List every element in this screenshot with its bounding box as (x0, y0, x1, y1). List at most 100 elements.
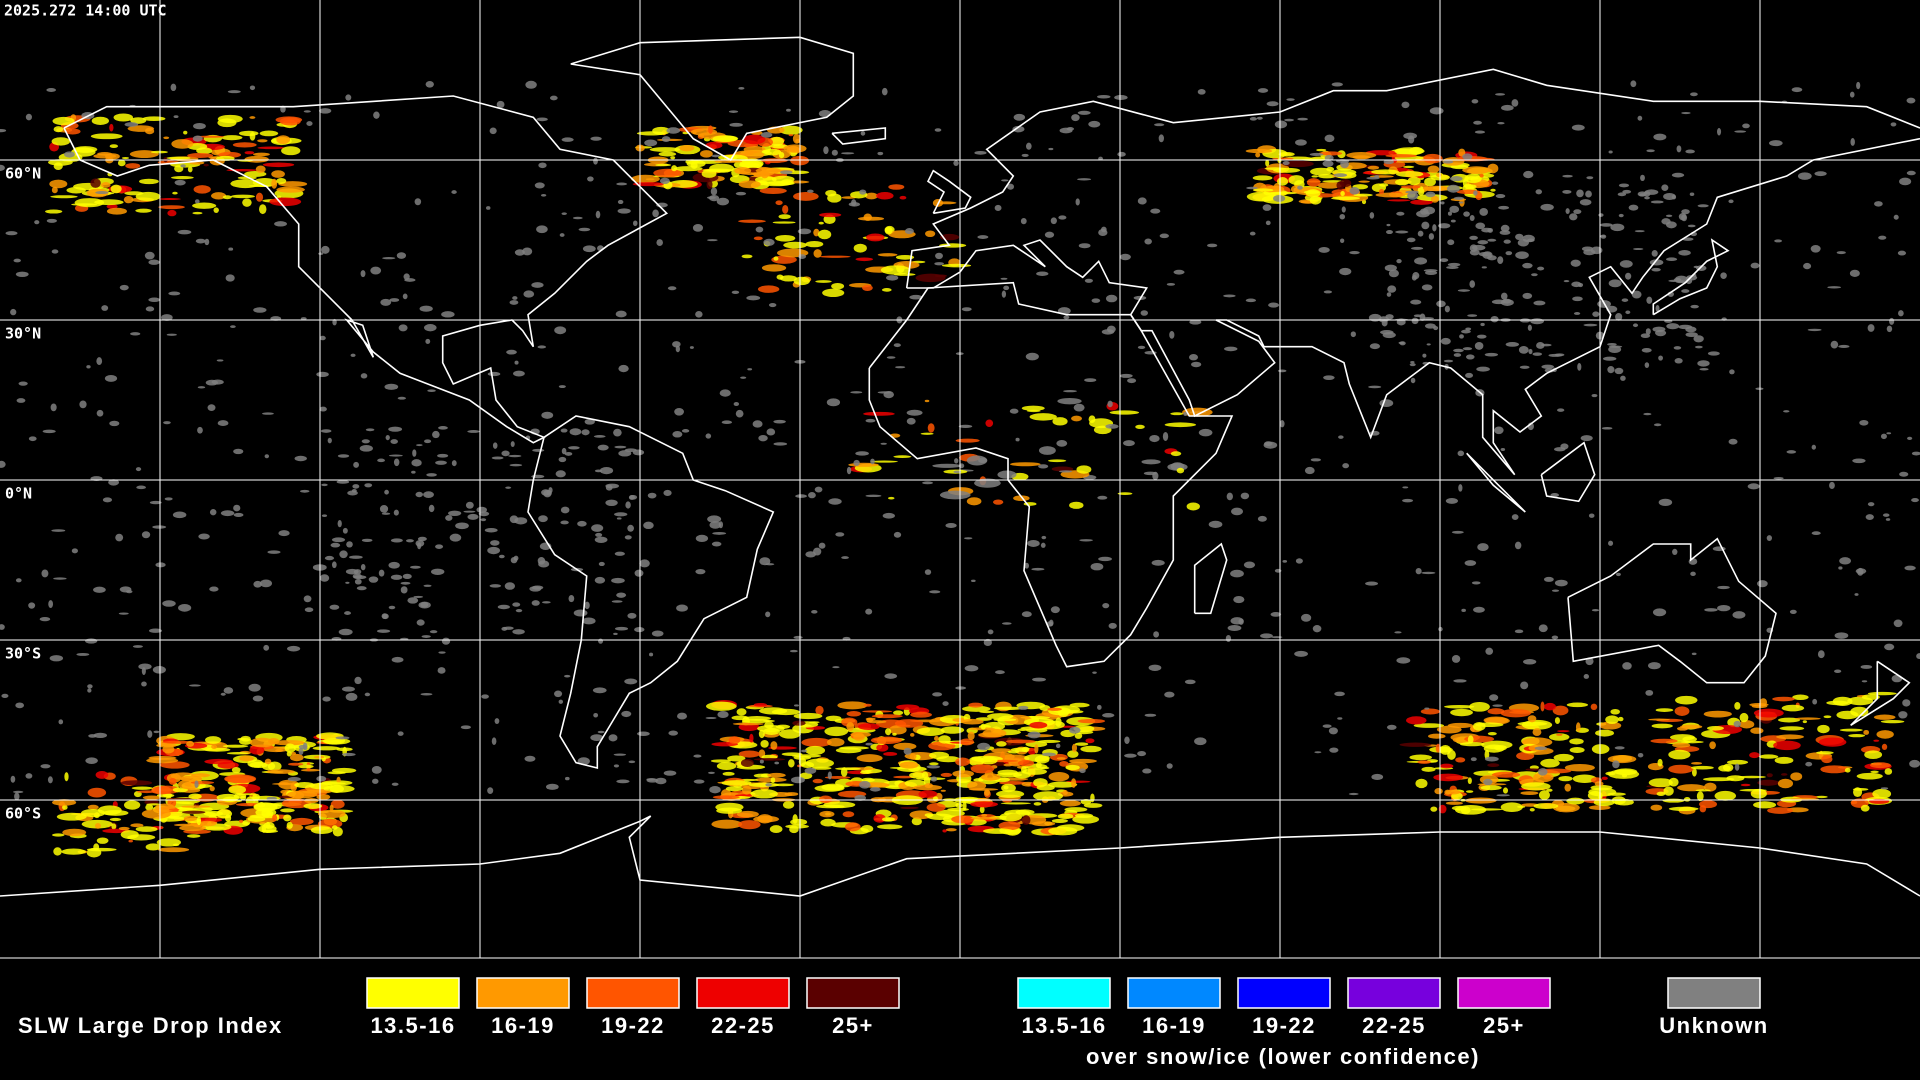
cloud-patch (158, 205, 185, 210)
cloud-patch (1614, 798, 1634, 806)
cloud-patch (501, 626, 508, 631)
cloud-patch (1500, 448, 1506, 451)
cloud-patch (1501, 292, 1508, 300)
cloud-patch (1499, 230, 1511, 235)
cloud-patch (1422, 206, 1436, 215)
cloud-patch (1749, 752, 1760, 759)
cloud-patch (1678, 250, 1691, 256)
cloud-patch (1632, 323, 1639, 328)
cloud-patch (63, 151, 75, 158)
cloud-patch (651, 630, 664, 637)
cloud-patch (1440, 201, 1445, 205)
cloud-patch (1794, 717, 1821, 720)
cloud-patch (1872, 788, 1892, 799)
cloud-patch (1398, 341, 1405, 345)
cloud-patch (337, 519, 342, 528)
cloud-patch (693, 754, 702, 758)
cloud-patch (1442, 160, 1454, 164)
cloud-patch (1839, 557, 1851, 565)
cloud-patch (1556, 733, 1563, 736)
cloud-patch (577, 520, 587, 527)
cloud-patch (147, 730, 153, 738)
cloud-patch (985, 419, 994, 427)
cloud-patch (1534, 746, 1548, 751)
cloud-patch (904, 228, 914, 235)
cloud-patch (753, 773, 770, 778)
cloud-patch (109, 144, 118, 148)
cloud-patch (1646, 149, 1655, 153)
cloud-patch (649, 652, 654, 657)
cloud-patch (123, 800, 141, 810)
cloud-patch (1689, 192, 1695, 196)
cloud-patch (95, 770, 109, 779)
cloud-patch (873, 814, 886, 823)
cloud-patch (168, 808, 180, 811)
cloud-patch (316, 371, 329, 378)
cloud-patch (625, 501, 631, 509)
cloud-patch (1424, 707, 1430, 710)
coastline (1193, 542, 1228, 615)
cloud-patch (616, 517, 622, 520)
cloud-patch (1497, 121, 1505, 125)
cloud-patch (881, 288, 892, 292)
legend-label: 13.5-16 (370, 1013, 455, 1038)
cloud-patch (624, 535, 632, 540)
cloud-patch (1268, 302, 1280, 308)
cloud-patch (1151, 559, 1165, 566)
cloud-patch (1127, 378, 1137, 384)
cloud-patch (977, 742, 991, 751)
cloud-patch (1514, 629, 1524, 634)
cloud-patch (859, 189, 867, 195)
cloud-patch (1602, 356, 1617, 361)
cloud-patch (509, 463, 523, 467)
cloud-patch (1422, 153, 1443, 164)
cloud-patch (1027, 539, 1040, 547)
cloud-patch (88, 734, 97, 738)
cloud-patch (274, 221, 287, 227)
cloud-patch (712, 531, 727, 535)
cloud-patch (877, 253, 898, 257)
cloud-patch (798, 254, 807, 259)
cloud-patch (1033, 778, 1048, 788)
cloud-patch (25, 113, 32, 121)
cloud-patch (145, 804, 154, 811)
cloud-patch (885, 728, 892, 736)
cloud-patch (955, 686, 967, 690)
lat-label: 30°N (5, 325, 41, 343)
cloud-patch (1039, 766, 1050, 770)
cloud-patch (598, 638, 604, 644)
cloud-patch (789, 649, 798, 653)
cloud-patch (505, 486, 512, 489)
cloud-patch (1433, 773, 1464, 782)
cloud-patch (716, 197, 730, 206)
cloud-patch (846, 711, 862, 717)
cloud-patch (592, 687, 607, 694)
cloud-patch (1564, 783, 1572, 792)
cloud-patch (287, 776, 301, 782)
cloud-patch (313, 755, 325, 759)
cloud-patch (330, 799, 345, 809)
cloud-patch (1117, 492, 1133, 496)
cloud-patch (1091, 298, 1101, 303)
cloud-patch (10, 775, 16, 783)
cloud-patch (1257, 88, 1269, 93)
cloud-patch (418, 601, 431, 609)
cloud-patch (738, 87, 745, 90)
cloud-patch (1472, 721, 1486, 731)
cloud-patch (841, 556, 849, 559)
cloud-patch (476, 506, 488, 513)
cloud-patch (1685, 332, 1698, 338)
cloud-patch (773, 256, 779, 261)
cloud-patch (211, 744, 218, 749)
cloud-patch (1471, 581, 1481, 585)
cloud-patch (1090, 793, 1095, 803)
cloud-patch (769, 825, 783, 834)
cloud-patch (151, 150, 168, 154)
cloud-patch (769, 143, 789, 149)
cloud-patch (162, 600, 176, 607)
cloud-patch (1588, 787, 1617, 797)
cloud-patch (700, 150, 713, 158)
cloud-patch (1007, 750, 1020, 754)
cloud-patch (761, 264, 787, 272)
cloud-patch (554, 326, 567, 335)
